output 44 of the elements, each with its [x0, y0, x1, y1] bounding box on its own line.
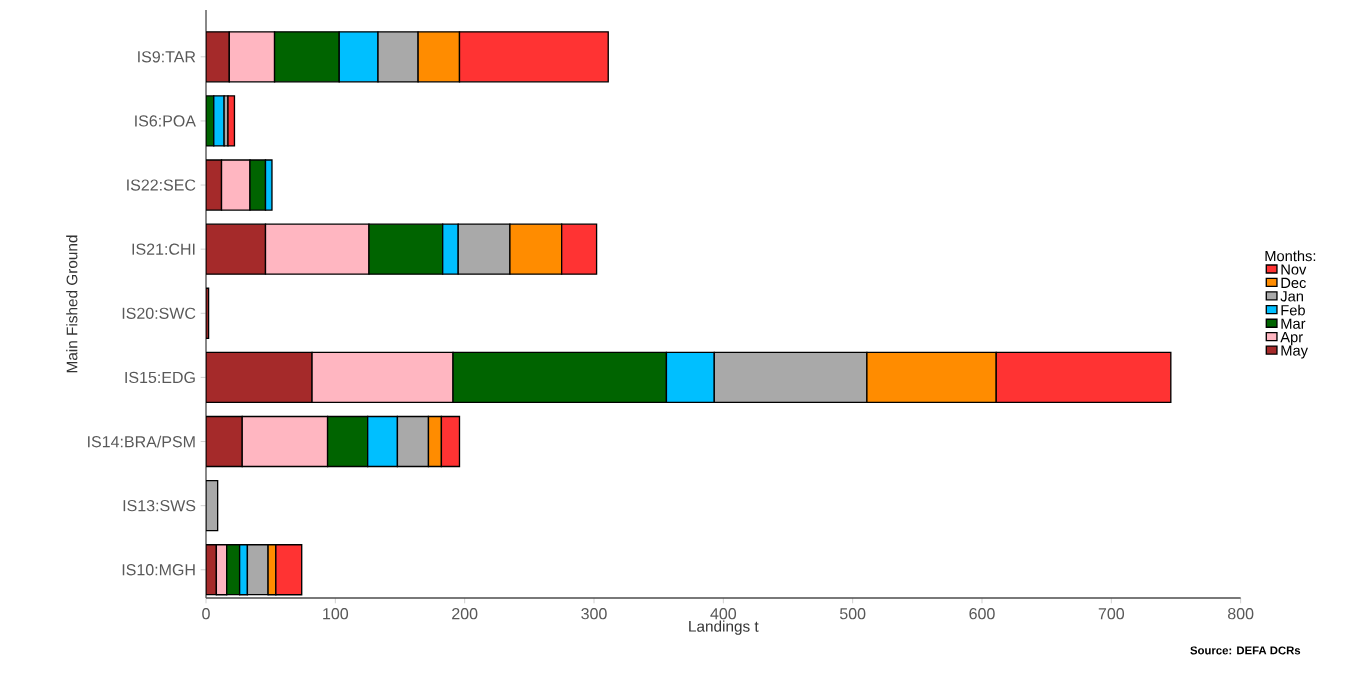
y-tick-label: IS10:MGH [122, 564, 195, 576]
y-axis-title: Main Fished Ground [66, 235, 78, 373]
legend-label: Nov [1281, 264, 1307, 275]
legend-label: Dec [1281, 277, 1306, 289]
x-tick-label: 500 [839, 608, 866, 620]
bar [713, 351, 868, 404]
legend-label: Jan [1280, 291, 1303, 302]
bar [442, 223, 459, 275]
bar [452, 351, 668, 404]
y-tick-label: IS21:CHI [132, 243, 195, 255]
legend-label: Apr [1280, 332, 1303, 346]
bar [273, 31, 340, 83]
legend-label: Feb [1281, 304, 1305, 316]
bar [326, 415, 369, 468]
bar [246, 544, 269, 596]
y-tick-label: IS22:SEC [127, 179, 196, 191]
y-tick-label: IS9:TAR [138, 51, 196, 63]
bar [227, 95, 236, 147]
x-tick-label: 100 [323, 608, 349, 620]
bar [377, 31, 419, 83]
legend-label: Mar [1281, 318, 1306, 329]
y-tick-label: IS6:POA [135, 115, 196, 127]
y-tick-label: IS13:SWS [123, 499, 196, 512]
x-tick-label: 200 [452, 608, 478, 620]
bar [206, 287, 210, 339]
x-tick-label: 0 [202, 608, 210, 620]
legend-label: May [1281, 345, 1308, 359]
bar [368, 223, 444, 275]
bar [457, 223, 511, 275]
y-tick-label: IS14:BRA/PSM [88, 435, 195, 448]
x-axis-title: Landings t [689, 620, 759, 635]
legend-title: Months: [1265, 250, 1316, 262]
y-tick-label: IS15:EDG [125, 371, 195, 384]
bar [264, 159, 273, 211]
x-tick-label: 700 [1098, 608, 1125, 620]
x-tick-label: 300 [581, 608, 607, 620]
bar [367, 415, 399, 468]
x-tick-label: 800 [1228, 608, 1254, 620]
x-tick-label: 600 [969, 608, 995, 620]
y-tick-label: IS20:SWC [122, 307, 196, 319]
source-note: Source: DEFA DCRs [1190, 646, 1301, 655]
x-tick-label: 400 [710, 608, 737, 620]
bar [226, 544, 241, 596]
bar [396, 415, 430, 468]
